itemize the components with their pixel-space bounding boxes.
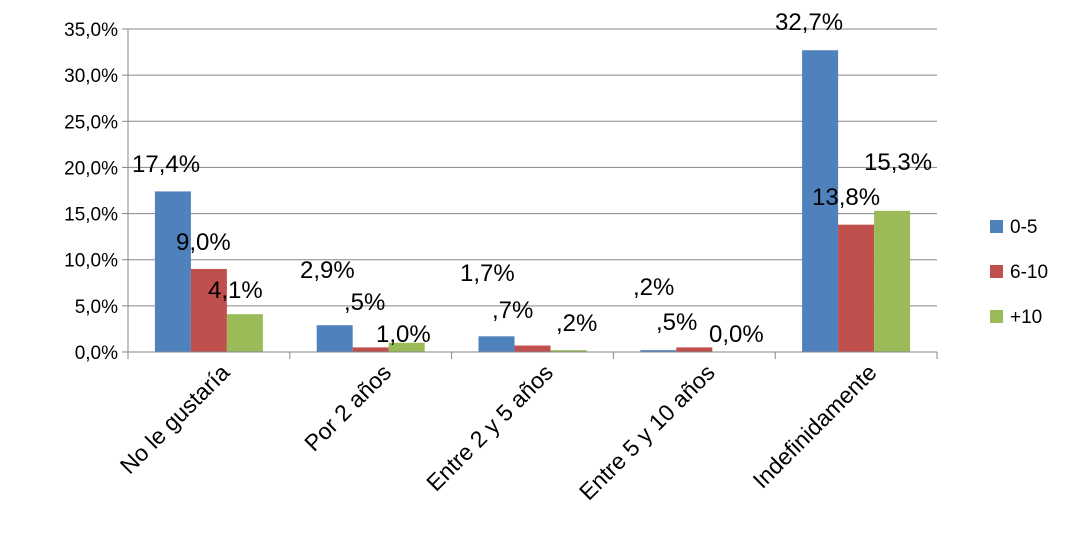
legend-swatch-6-10 — [990, 265, 1003, 278]
legend-label-6-10: 6-10 — [1010, 262, 1048, 283]
bar-0-5-2 — [478, 336, 515, 352]
data-labels: 17,4% 9,0% 4,1% 2,9% ,5% 1,0% 1,7% ,7% ,2% ,2% ,5%… — [132, 9, 932, 348]
category-label: Por 2 años — [299, 359, 396, 456]
category-label: Entre 2 y 5 años — [421, 359, 558, 496]
legend: 0-5 6-10 +10 — [990, 217, 1048, 328]
data-label-6-10-0: 9,0% — [176, 229, 231, 256]
bar-+10-0 — [226, 314, 263, 352]
y-tick-label: 10,0% — [64, 251, 118, 272]
bars — [154, 50, 911, 353]
data-label-+10-3: 0,0% — [709, 321, 764, 348]
y-tick-label: 30,0% — [64, 66, 118, 87]
category-label: Entre 5 y 10 años — [574, 359, 720, 505]
data-label-6-10-4: 13,8% — [812, 184, 880, 211]
data-label-6-10-2: ,7% — [492, 297, 533, 324]
data-label-+10-2: ,2% — [556, 310, 597, 337]
y-tick-label: 0,0% — [75, 343, 118, 364]
bar-6-10-4 — [838, 224, 875, 352]
data-label-+10-1: 1,0% — [376, 321, 431, 348]
category-label: No le gustaría — [115, 359, 235, 479]
data-label-+10-4: 15,3% — [864, 149, 932, 176]
bar-6-10-3 — [676, 347, 713, 352]
y-tick-label: 35,0% — [64, 20, 118, 41]
category-label: Indefinidamente — [748, 359, 882, 493]
y-tick-label: 15,0% — [64, 205, 118, 226]
y-tick-label: 5,0% — [75, 297, 118, 318]
x-axis: No le gustaría Por 2 años Entre 2 y 5 años… — [115, 351, 938, 505]
data-label-6-10-1: ,5% — [344, 289, 385, 316]
data-label-0-5-4: 32,7% — [775, 9, 843, 36]
bar-+10-2 — [550, 350, 587, 352]
gridlines — [128, 28, 937, 307]
data-label-+10-0: 4,1% — [208, 277, 263, 304]
y-tick-label: 20,0% — [64, 158, 118, 179]
data-label-0-5-0: 17,4% — [132, 151, 200, 178]
bar-6-10-1 — [352, 347, 389, 352]
legend-label-0-5: 0-5 — [1010, 217, 1037, 238]
data-label-0-5-1: 2,9% — [300, 257, 355, 284]
y-tick-label: 25,0% — [64, 112, 118, 133]
data-label-0-5-3: ,2% — [633, 274, 674, 301]
bar-+10-4 — [874, 210, 911, 352]
bar-0-5-1 — [316, 325, 353, 352]
data-label-0-5-2: 1,7% — [460, 260, 515, 287]
legend-label-+10: +10 — [1010, 307, 1042, 328]
bar-0-5-3 — [640, 350, 677, 352]
bar-6-10-2 — [514, 345, 551, 352]
bar-6-10-0 — [190, 268, 227, 352]
bar-0-5-0 — [154, 191, 191, 352]
y-axis: 0,0% 5,0% 10,0% 15,0% 20,0% 25,0% 30,0% 35,0% — [64, 20, 129, 364]
legend-swatch-0-5 — [990, 220, 1003, 233]
data-label-6-10-3: ,5% — [656, 309, 697, 336]
bar-+10-1 — [388, 342, 425, 352]
bar-0-5-4 — [802, 50, 839, 353]
legend-swatch-+10 — [990, 310, 1003, 323]
